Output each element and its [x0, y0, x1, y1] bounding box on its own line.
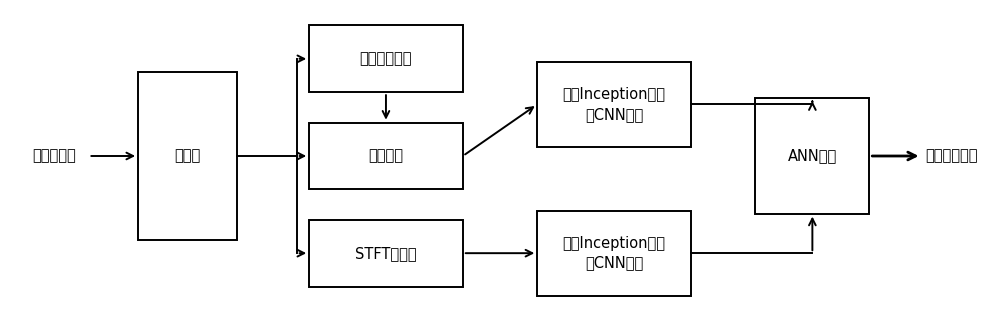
Bar — [537, 62, 691, 147]
Text: 鸟鸣声信号: 鸟鸣声信号 — [32, 149, 76, 163]
Text: 预处理: 预处理 — [175, 149, 201, 163]
Text: 四种特征提取: 四种特征提取 — [360, 51, 412, 66]
Text: 基于Inception模块
的CNN模型: 基于Inception模块 的CNN模型 — [563, 87, 666, 122]
Bar — [309, 25, 463, 92]
Bar — [138, 72, 237, 240]
Text: STFT语谱图: STFT语谱图 — [355, 246, 417, 261]
Bar — [537, 211, 691, 296]
Bar — [309, 123, 463, 189]
Text: 输出识别结果: 输出识别结果 — [925, 149, 977, 163]
Bar — [309, 220, 463, 287]
Text: 融合特征: 融合特征 — [368, 149, 403, 163]
Bar — [755, 98, 869, 214]
Text: ANN模型: ANN模型 — [788, 149, 837, 163]
Text: 基于Inception模块
的CNN模型: 基于Inception模块 的CNN模型 — [563, 236, 666, 271]
